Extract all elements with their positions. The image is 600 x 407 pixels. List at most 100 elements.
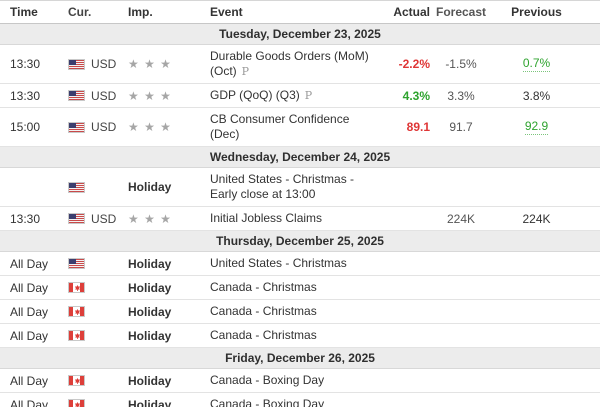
event-row[interactable]: 13:30 USD ★ ★ ★ Initial Jobless Claims 224K 2…: [0, 207, 600, 231]
holiday-row[interactable]: Holiday United States - Christmas - Early…: [0, 168, 600, 207]
currency-cell: [60, 375, 125, 386]
event-name: United States - Christmas - Early close …: [210, 172, 355, 201]
date-header-row: Thursday, December 25, 2025: [0, 231, 600, 252]
column-header-currency: Cur.: [68, 5, 92, 19]
holiday-row[interactable]: All Day Holiday Canada - Boxing Day: [0, 369, 600, 393]
currency-code: USD: [91, 211, 117, 226]
holiday-row[interactable]: All Day Holiday United States - Christmas: [0, 252, 600, 276]
table-header: Time Cur. Imp. Event Actual Forecast Pre…: [0, 1, 600, 24]
currency-cell: [60, 330, 125, 341]
event-name: CB Consumer Confidence (Dec): [210, 112, 350, 141]
previous-cell: 224K: [492, 212, 581, 226]
importance-cell: Holiday: [125, 281, 205, 295]
importance-stars-icon: ★ ★ ★: [128, 57, 172, 71]
importance-cell: Holiday: [125, 180, 205, 194]
event-time: 13:30: [10, 88, 41, 103]
currency-cell: USD: [60, 57, 125, 71]
canada-flag-icon: [68, 399, 85, 407]
event-row[interactable]: 15:00 USD ★ ★ ★ CB Consumer Confidence (Dec…: [0, 108, 600, 147]
currency-cell: [60, 181, 125, 193]
column-header-importance: Imp.: [128, 5, 153, 19]
previous-cell: 0.7%: [492, 56, 581, 72]
holiday-row[interactable]: All Day Holiday Canada - Christmas: [0, 300, 600, 324]
currency-cell: USD: [60, 212, 125, 226]
event-name: Canada - Boxing Day: [210, 373, 325, 387]
us-flag-icon: [68, 181, 85, 193]
canada-flag-icon: [68, 306, 85, 317]
event-time: All Day: [10, 304, 49, 319]
importance-cell: Holiday: [125, 305, 205, 319]
event-name: Canada - Christmas: [210, 304, 317, 318]
event-time: 15:00: [10, 120, 41, 134]
event-cell: GDP (QoQ) (Q3) P: [205, 84, 385, 107]
column-header-event: Event: [210, 4, 243, 19]
actual-value: -2.2%: [398, 57, 430, 71]
importance-cell: Holiday: [125, 329, 205, 343]
importance-cell: Holiday: [125, 398, 205, 407]
actual-value: 4.3%: [402, 88, 430, 103]
event-cell: Canada - Christmas: [205, 300, 385, 323]
holiday-row[interactable]: All Day Holiday Canada - Christmas: [0, 276, 600, 300]
event-time: 13:30: [10, 57, 41, 71]
holiday-label: Holiday: [128, 373, 172, 388]
importance-stars-icon: ★ ★ ★: [128, 120, 172, 134]
currency-cell: USD: [60, 120, 125, 134]
event-time: All Day: [10, 280, 49, 295]
holiday-label: Holiday: [128, 304, 172, 319]
forecast-value: -1.5%: [445, 57, 477, 71]
event-cell: Canada - Christmas: [205, 276, 385, 299]
event-row[interactable]: 13:30 USD ★ ★ ★ Durable Goods Orders (MoM) …: [0, 45, 600, 84]
actual-value: 89.1: [406, 120, 430, 134]
importance-cell: ★ ★ ★: [125, 120, 205, 134]
forecast-value: 91.7: [449, 120, 473, 134]
importance-cell: ★ ★ ★: [125, 212, 205, 226]
date-header-row: Tuesday, December 23, 2025: [0, 24, 600, 45]
event-cell: Initial Jobless Claims: [205, 207, 385, 230]
date-label: Wednesday, December 24, 2025: [209, 150, 391, 164]
forecast-value: 3.3%: [447, 88, 475, 103]
importance-stars-icon: ★ ★ ★: [128, 88, 172, 103]
currency-cell: [60, 399, 125, 407]
date-header-row: Wednesday, December 24, 2025: [0, 147, 600, 168]
event-time: All Day: [10, 328, 49, 343]
previous-value: 3.8%: [522, 88, 551, 103]
event-cell: Canada - Boxing Day: [205, 369, 385, 392]
forecast-value: 224K: [446, 211, 476, 226]
importance-cell: ★ ★ ★: [125, 57, 205, 71]
us-flag-icon: [68, 58, 85, 70]
event-cell: Canada - Christmas: [205, 324, 385, 347]
canada-flag-icon: [68, 282, 85, 293]
column-header-forecast: Forecast: [435, 5, 487, 19]
holiday-row[interactable]: All Day Holiday Canada - Boxing Day: [0, 393, 600, 407]
event-cell: Durable Goods Orders (MoM) (Oct) P: [205, 45, 385, 83]
importance-cell: Holiday: [125, 257, 205, 271]
calendar-body: Tuesday, December 23, 2025 13:30 USD ★ ★ ★ D…: [0, 24, 600, 407]
holiday-label: Holiday: [128, 256, 172, 271]
currency-cell: [60, 306, 125, 317]
event-row[interactable]: 13:30 USD ★ ★ ★ GDP (QoQ) (Q3) P 4.3% 3.3% 3.8%: [0, 84, 600, 108]
previous-cell: 3.8%: [492, 89, 581, 103]
canada-flag-icon: [68, 375, 85, 386]
previous-value: 0.7%: [522, 56, 551, 72]
date-header-row: Friday, December 26, 2025: [0, 348, 600, 369]
event-cell: CB Consumer Confidence (Dec): [205, 108, 385, 146]
currency-cell: [60, 258, 125, 269]
preliminary-icon: P: [304, 89, 313, 102]
previous-cell: 92.9: [492, 119, 581, 135]
event-cell: United States - Christmas: [205, 252, 385, 275]
us-flag-icon: [68, 90, 85, 101]
us-flag-icon: [68, 121, 85, 133]
event-name: Canada - Boxing Day: [210, 397, 325, 407]
event-cell: United States - Christmas - Early close …: [205, 168, 385, 206]
holiday-row[interactable]: All Day Holiday Canada - Christmas: [0, 324, 600, 348]
importance-stars-icon: ★ ★ ★: [128, 211, 172, 226]
currency-code: USD: [91, 88, 117, 103]
event-name: GDP (QoQ) (Q3): [210, 88, 300, 102]
event-time: All Day: [10, 397, 49, 407]
us-flag-icon: [68, 258, 85, 269]
holiday-label: Holiday: [128, 328, 172, 343]
us-flag-icon: [68, 213, 85, 224]
holiday-label: Holiday: [128, 180, 172, 194]
importance-cell: Holiday: [125, 374, 205, 388]
